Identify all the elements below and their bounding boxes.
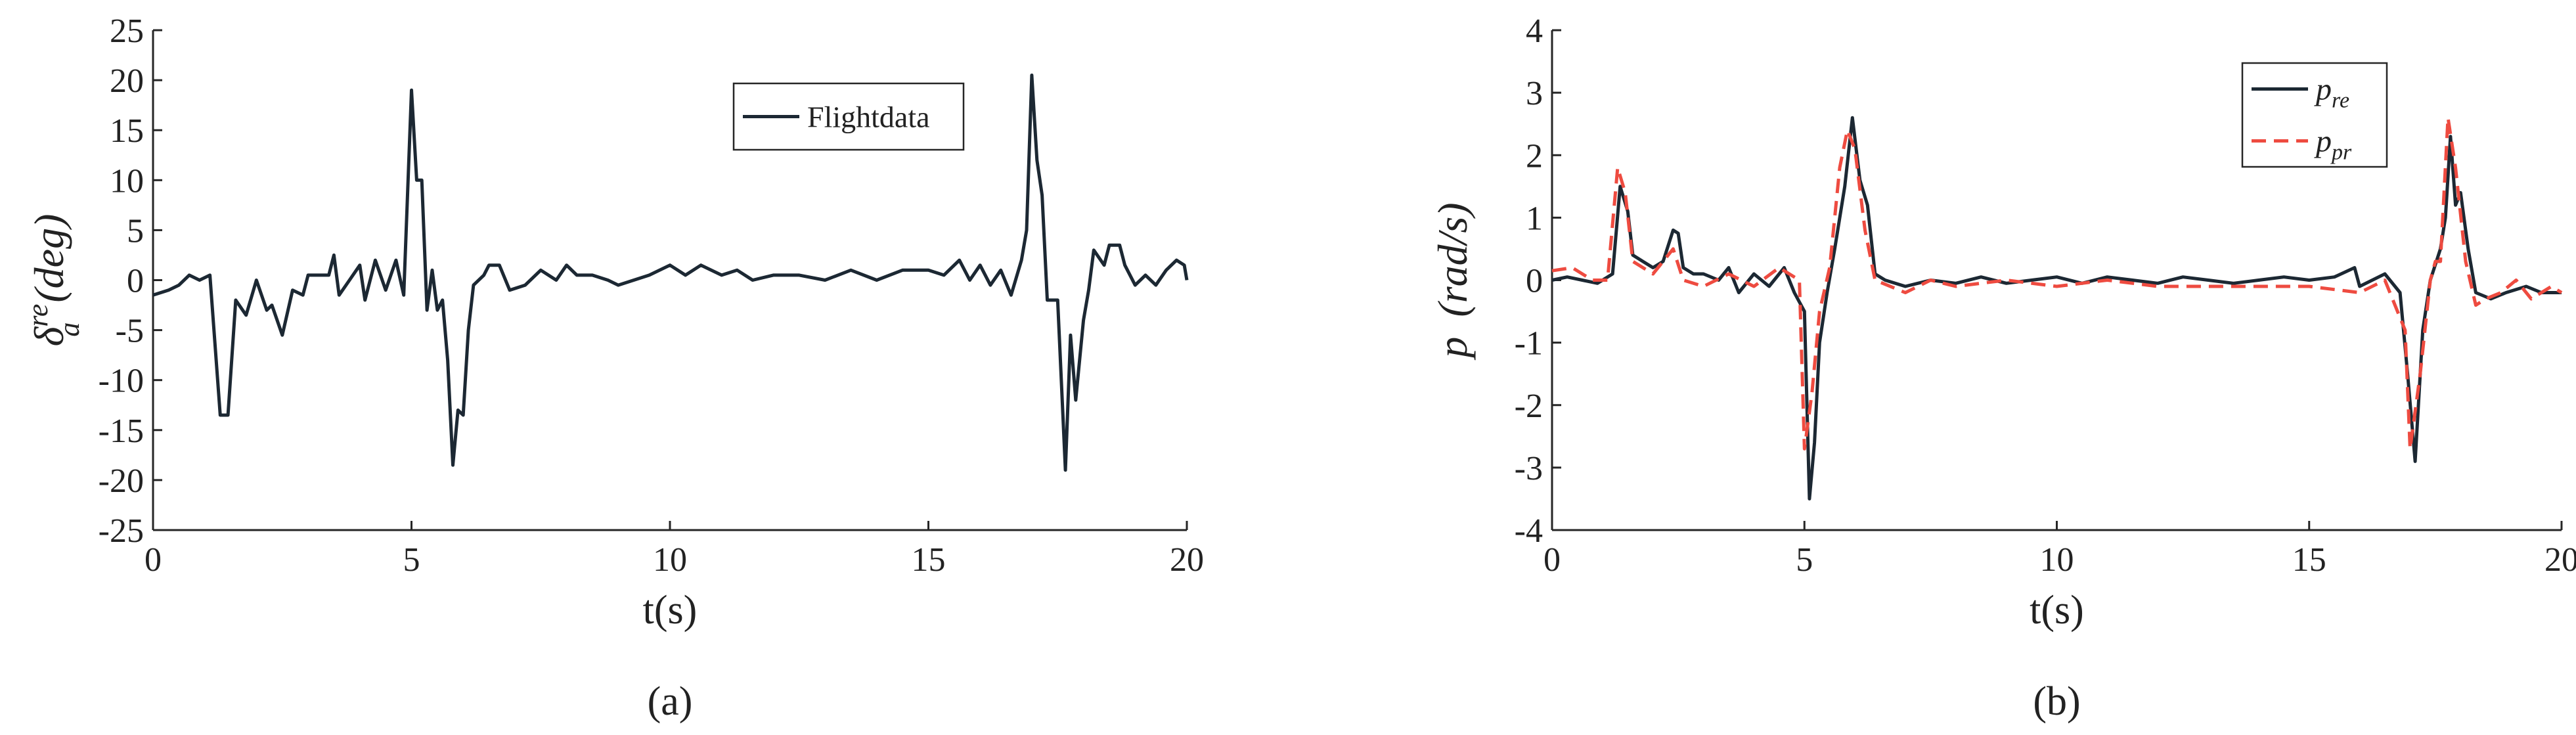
x-axis-label: t(s): [2030, 588, 2084, 633]
y-tick-label: 0: [1526, 263, 1543, 300]
data-line: [1551, 116, 2563, 451]
x-tick-label: 20: [1170, 541, 1204, 579]
y-tick-label: 20: [110, 62, 144, 100]
y-tick-label: 0: [127, 263, 144, 300]
x-tick-label: 5: [403, 541, 420, 579]
legend-label: Flightdata: [807, 100, 930, 134]
y-label-symbol: p: [1429, 337, 1476, 361]
y-tick-label: 2: [1526, 137, 1543, 175]
y-tick-label: -5: [116, 313, 144, 350]
legend-label: pre: [2314, 72, 2349, 113]
y-tick-label: -4: [1515, 512, 1543, 550]
legend-box: [2241, 62, 2388, 168]
y-tick-label: 10: [110, 162, 144, 200]
x-tick-label: 10: [653, 541, 687, 579]
y-tick-label: 4: [1526, 12, 1543, 50]
x-tick-label: 0: [144, 541, 162, 579]
y-tick-label: -20: [99, 462, 144, 500]
y-label-unit: (rad/s): [1429, 202, 1476, 317]
y-axis-label: p (rad/s): [1429, 202, 1476, 360]
legend-name-sub: re: [2332, 89, 2349, 113]
legend-name-sub: pr: [2330, 141, 2352, 165]
y-tick-label: -2: [1515, 388, 1543, 425]
legend-name: p: [2314, 72, 2332, 107]
x-tick-label: 20: [2544, 541, 2576, 579]
x-tick-label: 15: [912, 541, 946, 579]
caption: (a): [648, 679, 693, 724]
y-tick-label: 3: [1526, 75, 1543, 112]
legend-name: Flightdata: [807, 100, 930, 134]
legend-label: ppr: [2314, 124, 2352, 165]
legend-name: p: [2314, 124, 2332, 159]
y-tick-label: 1: [1526, 200, 1543, 237]
caption: (b): [2033, 679, 2080, 724]
y-tick-label: 5: [127, 212, 144, 250]
y-tick-label: 15: [110, 112, 144, 150]
y-tick-label: -1: [1515, 325, 1543, 363]
y-label-sub: a: [53, 323, 85, 337]
y-label-unit: (deg): [26, 214, 72, 303]
x-tick-label: 5: [1796, 541, 1813, 579]
x-tick-label: 15: [2292, 541, 2326, 579]
x-tick-label: 10: [2040, 541, 2074, 579]
x-axis-label: t(s): [643, 588, 698, 633]
y-tick-label: 25: [110, 12, 144, 50]
y-tick-label: -15: [99, 412, 144, 450]
y-axis-label: δrea (deg): [22, 214, 85, 347]
y-label-sup: re: [22, 304, 54, 327]
y-label-symbol: δ: [26, 326, 72, 346]
data-line: [152, 74, 1189, 472]
y-tick-label: -10: [99, 363, 144, 400]
x-tick-label: 0: [1543, 541, 1561, 579]
y-tick-label: -3: [1515, 450, 1543, 487]
y-tick-label: -25: [99, 512, 144, 550]
